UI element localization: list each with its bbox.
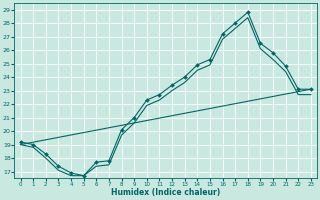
X-axis label: Humidex (Indice chaleur): Humidex (Indice chaleur) bbox=[111, 188, 220, 197]
